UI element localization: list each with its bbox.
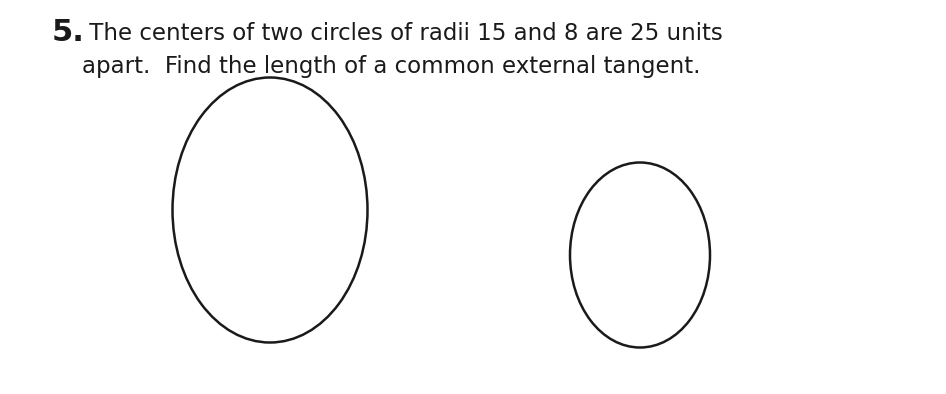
Text: The centers of two circles of radii 15 and 8 are 25 units
apart.  Find the lengt: The centers of two circles of radii 15 a… — [82, 22, 723, 78]
Ellipse shape — [172, 78, 367, 342]
Ellipse shape — [570, 162, 710, 348]
Text: 5.: 5. — [52, 18, 85, 47]
